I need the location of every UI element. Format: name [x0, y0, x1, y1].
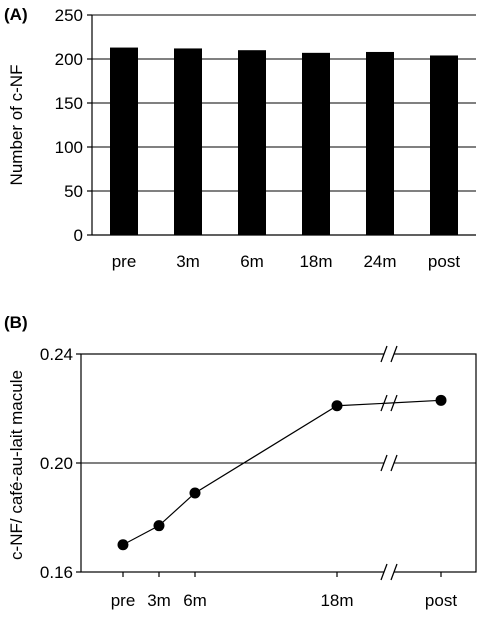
bar-pre	[110, 47, 138, 236]
axis-break-slash	[390, 454, 398, 472]
axis-break-slash	[390, 563, 398, 581]
y-tick-label: 50	[64, 182, 83, 201]
y-tick-label: 100	[55, 138, 83, 157]
y-tick-label: 0.20	[40, 454, 73, 473]
panel-a-y-ticks: 0 50 100 150 200 250	[55, 6, 92, 245]
x-tick-label: 3m	[147, 591, 171, 610]
panel-a: (A) Number of c-NF 0 50 100 150 200 250 pre 3m…	[4, 5, 476, 271]
y-tick-label: 0.24	[40, 345, 73, 364]
x-tick-label: 6m	[183, 591, 207, 610]
y-tick-label: 200	[55, 50, 83, 69]
panel-a-gridlines	[92, 14, 476, 192]
axis-break-gap	[384, 346, 394, 362]
y-tick-label: 0	[74, 226, 83, 245]
x-tick-label: post	[425, 591, 457, 610]
panel-b-x-ticks: pre 3m 6m 18m post	[111, 572, 457, 610]
panel-b-label: (B)	[4, 313, 28, 332]
point-18m	[331, 400, 343, 412]
axis-break-gap	[384, 564, 394, 580]
axis-break-slash	[380, 563, 388, 581]
axis-break-slash	[380, 345, 388, 363]
bar-6m	[238, 50, 266, 236]
axis-break-slash	[380, 454, 388, 472]
axis-break-gap	[384, 455, 394, 471]
panel-b-points	[117, 394, 447, 551]
axis-break-slash	[390, 345, 398, 363]
bar-post	[430, 55, 458, 236]
panel-a-y-axis-title: Number of c-NF	[7, 65, 26, 186]
panel-a-bars	[110, 47, 458, 236]
x-tick-label: 6m	[240, 252, 264, 271]
panel-b: (B) c-NF/ café-au-lait macule 0.160.200.…	[4, 313, 477, 610]
panel-a-label: (A)	[4, 5, 28, 24]
x-tick-label: 3m	[176, 252, 200, 271]
x-tick-label: 24m	[363, 252, 396, 271]
panel-a-x-ticks: pre 3m 6m 18m 24m post	[112, 252, 461, 271]
x-tick-label: post	[428, 252, 460, 271]
panel-b-series-line	[122, 399, 442, 546]
panel-b-axis-break	[380, 345, 398, 581]
panel-b-y-ticks: 0.16 0.20 0.24	[40, 345, 81, 582]
y-tick-label: 0.16	[40, 563, 73, 582]
panel-b-y-axis-title: c-NF/ café-au-lait macule	[7, 370, 26, 560]
bar-24m	[366, 51, 394, 236]
point-6m	[189, 487, 201, 499]
bar-18m	[302, 52, 330, 236]
point-post	[435, 394, 447, 406]
x-tick-label: 18m	[299, 252, 332, 271]
x-tick-label: pre	[112, 252, 137, 271]
bar-3m	[174, 48, 202, 235]
point-3m	[153, 520, 165, 532]
y-tick-label: 150	[55, 94, 83, 113]
point-pre	[117, 539, 129, 551]
x-tick-label: pre	[111, 591, 136, 610]
x-tick-label: 18m	[320, 591, 353, 610]
y-tick-label: 250	[55, 6, 83, 25]
